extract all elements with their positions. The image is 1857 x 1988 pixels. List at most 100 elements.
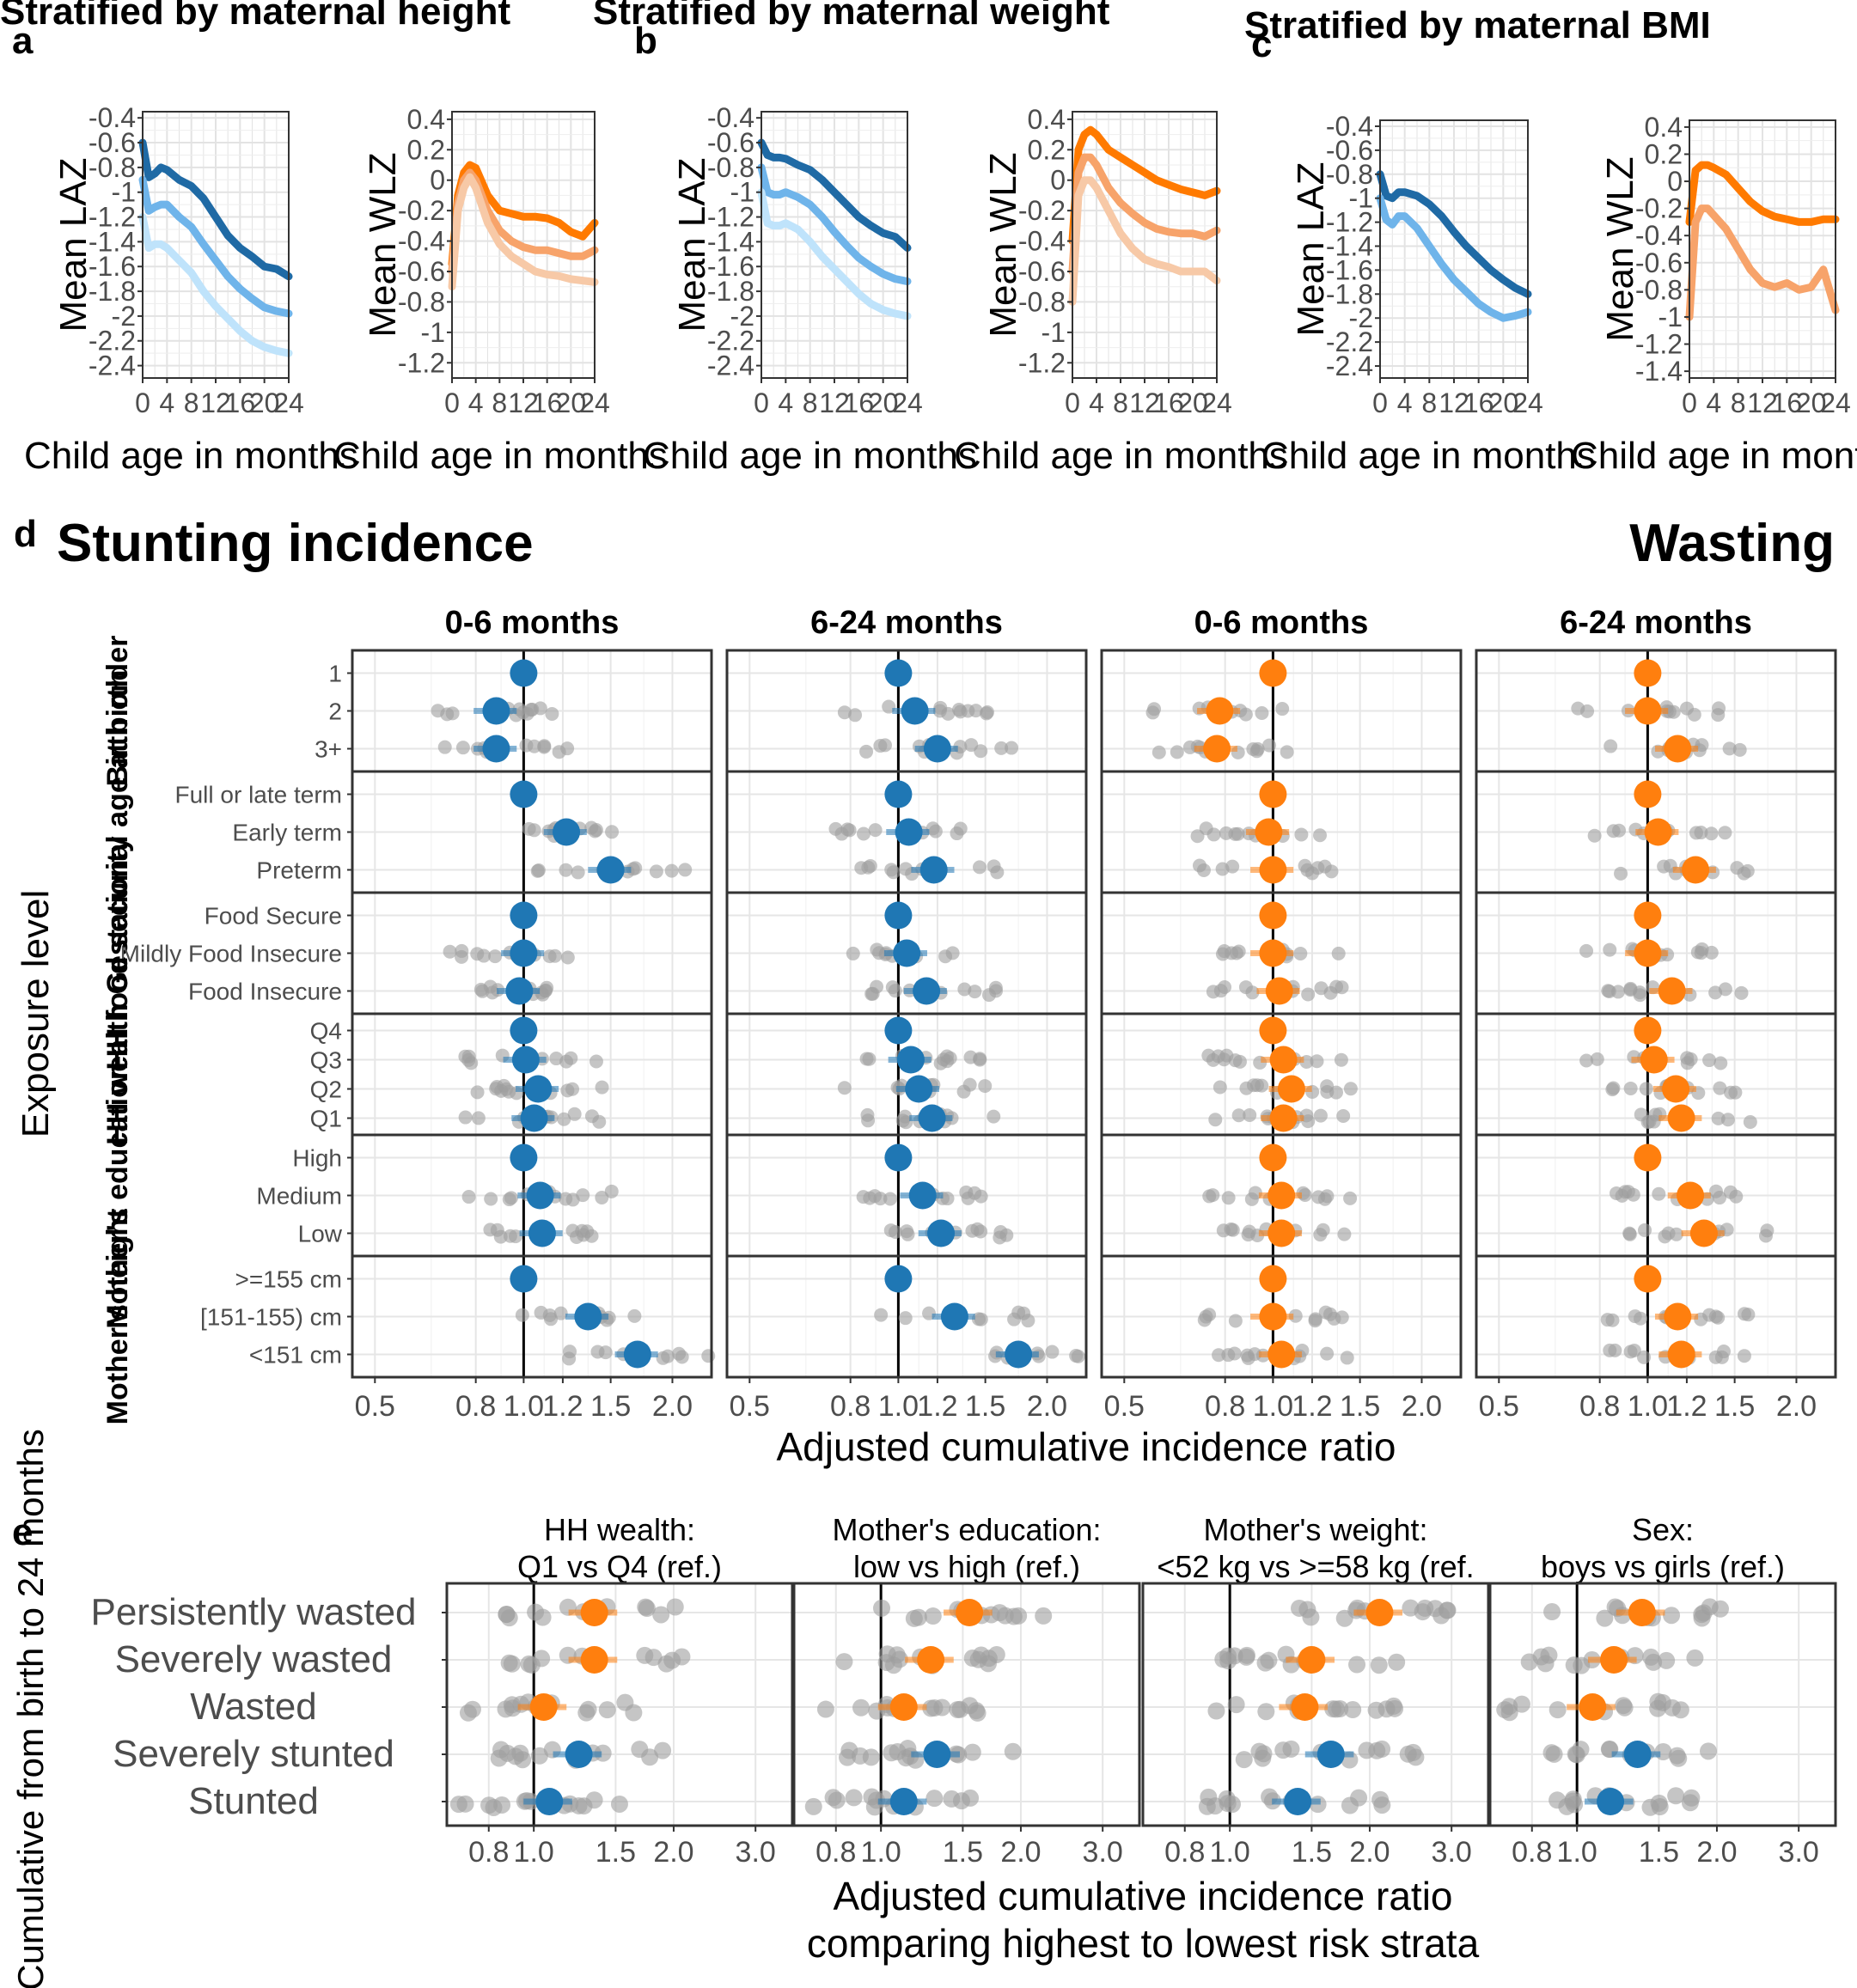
study-point xyxy=(1218,1790,1236,1808)
y-tick-label: -1.2 xyxy=(1635,329,1683,360)
study-point xyxy=(511,1744,529,1762)
x-tick-label: 4 xyxy=(468,387,484,418)
study-point xyxy=(470,1085,485,1100)
pooled-estimate-point xyxy=(913,977,941,1005)
study-point xyxy=(856,1190,870,1204)
pooled-estimate-point xyxy=(1664,1302,1692,1331)
study-point xyxy=(484,1192,498,1206)
study-point xyxy=(1231,944,1246,959)
x-tick-label: 8 xyxy=(803,387,818,418)
study-point xyxy=(1670,1749,1688,1767)
y-tick-label: -0.4 xyxy=(89,102,136,133)
pooled-estimate-point xyxy=(1667,1340,1695,1369)
study-point xyxy=(968,1702,986,1720)
study-point xyxy=(437,740,452,754)
study-point xyxy=(1262,738,1277,753)
x-tick-label: 0 xyxy=(1682,387,1697,418)
pooled-estimate-point xyxy=(529,1693,558,1721)
x-tick-label: 1.2 xyxy=(542,1390,583,1423)
series-line xyxy=(757,188,912,320)
pooled-estimate-point xyxy=(1259,780,1287,808)
study-point xyxy=(553,1306,568,1320)
study-point xyxy=(848,708,863,723)
pooled-estimate-point xyxy=(580,1599,608,1626)
y-tick-label: -0.2 xyxy=(1635,193,1683,224)
x-tick-label: 0 xyxy=(1065,387,1080,418)
pooled-estimate-point xyxy=(526,1181,554,1210)
x-tick-label: 4 xyxy=(778,387,793,418)
x-tick-label: 0.8 xyxy=(1512,1836,1552,1869)
x-tick-label: 0 xyxy=(754,387,769,418)
pooled-estimate-point xyxy=(1664,735,1692,763)
group-label: HH food security xyxy=(101,836,134,1070)
study-point xyxy=(539,983,553,997)
study-point xyxy=(964,738,979,753)
y-tick-label: -0.6 xyxy=(1326,135,1373,166)
pooled-estimate-point xyxy=(1291,1693,1319,1721)
study-point xyxy=(530,863,545,878)
study-point xyxy=(519,738,534,753)
pooled-estimate-point xyxy=(510,939,538,967)
y-axis-title: Mean WLZ xyxy=(982,152,1024,337)
study-point xyxy=(1713,1191,1727,1205)
study-point xyxy=(925,1698,944,1717)
x-tick-label: 1.5 xyxy=(1714,1390,1755,1423)
level-label: High xyxy=(292,1145,342,1172)
study-point xyxy=(1601,984,1616,998)
x-tick-label: 1.5 xyxy=(943,1836,983,1869)
study-point xyxy=(861,860,876,875)
pooled-estimate-point xyxy=(1255,818,1283,846)
study-point xyxy=(1386,1699,1404,1717)
study-point xyxy=(477,948,492,963)
study-point xyxy=(649,864,663,879)
study-point xyxy=(1638,1223,1652,1237)
series-line xyxy=(138,138,293,281)
study-point xyxy=(1245,985,1260,1000)
study-point xyxy=(1633,988,1647,1003)
series-line xyxy=(1685,161,1840,226)
x-tick-label: 1.0 xyxy=(1557,1836,1597,1869)
x-tick-label: 0.5 xyxy=(730,1390,770,1423)
study-point xyxy=(1628,1309,1642,1324)
study-point xyxy=(1045,1345,1060,1359)
study-point xyxy=(1301,987,1316,1002)
study-point xyxy=(1327,1311,1341,1326)
group-label: Gestational age at birth xyxy=(101,670,134,995)
study-point xyxy=(1605,1082,1620,1097)
study-point xyxy=(638,1600,656,1618)
pooled-estimate-point xyxy=(1268,1181,1296,1210)
group-label: Birth order xyxy=(101,636,134,787)
series-line xyxy=(1376,194,1532,322)
x-tick-label: 1.5 xyxy=(1639,1836,1679,1869)
study-point xyxy=(874,1308,889,1322)
study-point xyxy=(560,741,575,756)
study-point xyxy=(965,1223,980,1238)
x-tick-label: 2.0 xyxy=(1402,1390,1442,1423)
series-line xyxy=(448,161,599,268)
line-panel-b-laz: -0.4-0.6-0.8-1-1.2-1.4-1.6-1.8-2-2.2-2.4… xyxy=(643,102,977,477)
study-point xyxy=(980,704,994,719)
y-tick-label: 0 xyxy=(1667,166,1683,197)
x-tick-label: 1.0 xyxy=(1210,1836,1250,1869)
study-point xyxy=(1221,1191,1236,1205)
study-point xyxy=(471,1111,486,1125)
facet-title-line1: HH wealth: xyxy=(544,1512,695,1547)
pooled-estimate-point xyxy=(927,1219,956,1247)
study-point xyxy=(1718,826,1732,840)
x-tick-label: 1.5 xyxy=(1292,1836,1332,1869)
x-tick-label: 0 xyxy=(1372,387,1388,418)
study-point xyxy=(1260,1651,1278,1669)
study-point xyxy=(1758,1229,1773,1243)
study-point xyxy=(1711,1600,1729,1618)
study-point xyxy=(900,1224,914,1239)
study-point xyxy=(861,1113,876,1128)
study-point xyxy=(1312,828,1327,843)
study-point xyxy=(863,1788,881,1806)
series-line xyxy=(138,213,293,357)
y-tick-label: -0.8 xyxy=(89,152,136,183)
study-point xyxy=(828,821,843,836)
series-line xyxy=(138,175,293,318)
y-tick-label: -2.2 xyxy=(89,326,136,357)
panel-a-title: Stratified by maternal height xyxy=(0,0,510,33)
study-point xyxy=(1255,1745,1273,1763)
